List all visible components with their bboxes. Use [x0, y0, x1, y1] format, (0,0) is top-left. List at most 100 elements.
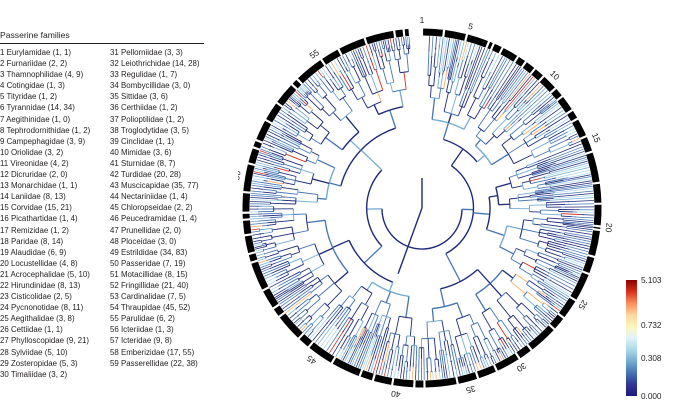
tip-branch	[498, 352, 503, 361]
internal-arc	[456, 313, 470, 320]
tip-stem	[546, 186, 551, 188]
internal-arc	[526, 280, 530, 285]
tip-branch	[330, 61, 341, 77]
internal-branch	[266, 170, 279, 175]
tip-branch	[309, 318, 328, 339]
internal-branch	[545, 178, 564, 183]
internal-branch	[496, 113, 504, 122]
internal-branch	[297, 191, 318, 196]
tip-branch	[250, 217, 271, 220]
tip-branch	[287, 308, 297, 316]
internal-branch	[329, 304, 340, 316]
internal-branch	[287, 134, 302, 143]
internal-branch	[529, 192, 551, 197]
internal-arc	[378, 334, 383, 337]
tip-stem	[470, 60, 473, 65]
tip-branch	[251, 225, 263, 228]
internal-branch	[389, 109, 397, 129]
tip-branch	[545, 109, 564, 123]
internal-branch	[296, 126, 305, 133]
tip-stem	[308, 323, 312, 327]
tip-branch	[567, 174, 591, 180]
tip-stem	[299, 98, 304, 102]
family-entry: 31 Pellorniidae (3, 3)	[110, 48, 183, 57]
tip-branch	[321, 67, 331, 80]
tip-branch	[253, 171, 266, 175]
internal-arc	[530, 150, 535, 158]
internal-branch	[308, 277, 319, 284]
internal-branch	[286, 130, 297, 137]
tip-branch	[549, 160, 588, 173]
tip-branch	[550, 178, 592, 187]
internal-branch	[437, 359, 440, 368]
tip-branch	[569, 135, 579, 141]
tip-branch	[489, 58, 508, 89]
tip-stem	[287, 114, 292, 118]
tip-stem	[267, 151, 272, 154]
tip-branch	[478, 361, 482, 370]
internal-branch	[295, 123, 307, 131]
internal-branch	[268, 185, 282, 188]
internal-arc	[392, 88, 407, 93]
family-ring-segment	[557, 97, 572, 113]
internal-branch	[521, 124, 533, 133]
family-entry: 37 Polioptilidae (1, 2)	[110, 114, 185, 124]
internal-branch	[319, 274, 329, 282]
internal-branch	[537, 198, 550, 200]
tip-stem	[307, 90, 311, 94]
internal-branch	[550, 137, 563, 145]
tip-stem	[270, 145, 275, 148]
legend-title: Passerine families	[0, 30, 70, 40]
internal-arc	[446, 91, 451, 94]
internal-branch	[533, 316, 537, 321]
internal-branch	[505, 338, 509, 343]
internal-branch	[438, 88, 442, 99]
tip-branch	[569, 203, 594, 205]
tip-branch	[257, 156, 266, 160]
tip-stem	[265, 159, 270, 162]
tip-branch	[457, 364, 461, 376]
internal-branch	[269, 174, 286, 179]
tip-branch	[563, 120, 571, 125]
internal-branch	[489, 102, 496, 110]
internal-branch	[321, 108, 330, 117]
internal-branch	[268, 249, 278, 254]
tip-branch	[494, 349, 501, 362]
tip-branch	[556, 122, 572, 132]
internal-branch	[274, 262, 290, 270]
internal-branch	[339, 317, 350, 332]
internal-branch	[273, 147, 287, 154]
tip-branch	[445, 369, 448, 379]
tip-stem	[479, 353, 482, 358]
tip-branch	[464, 45, 481, 90]
tip-stem	[519, 334, 523, 339]
family-entry: 59 Passerellidae (22, 38)	[110, 358, 198, 368]
internal-branch	[443, 71, 448, 89]
tip-branch	[255, 163, 264, 167]
tip-branch	[250, 190, 259, 193]
tip-branch	[565, 245, 589, 253]
tip-stem	[263, 166, 268, 168]
tip-stem	[388, 364, 391, 369]
tip-branch	[562, 219, 594, 223]
tip-branch	[446, 354, 451, 378]
internal-branch	[428, 75, 430, 86]
tip-branch	[258, 154, 267, 158]
internal-arc	[480, 76, 485, 79]
internal-branch	[295, 180, 312, 185]
internal-branch	[437, 76, 440, 88]
family-ring-segment	[339, 38, 366, 55]
internal-arc	[483, 353, 487, 356]
tip-stem	[260, 233, 265, 235]
family-entry: 50 Passeridae (7, 19)	[110, 258, 186, 268]
family-ring-segment	[476, 365, 496, 379]
internal-branch	[498, 203, 510, 206]
internal-arc	[320, 132, 330, 145]
family-ring-segment	[266, 103, 282, 123]
tip-stem	[552, 131, 557, 134]
tip-stem	[343, 63, 346, 68]
internal-branch	[543, 126, 561, 137]
tip-branch	[326, 334, 338, 352]
tip-stem	[358, 56, 361, 61]
tip-branch	[552, 190, 594, 196]
